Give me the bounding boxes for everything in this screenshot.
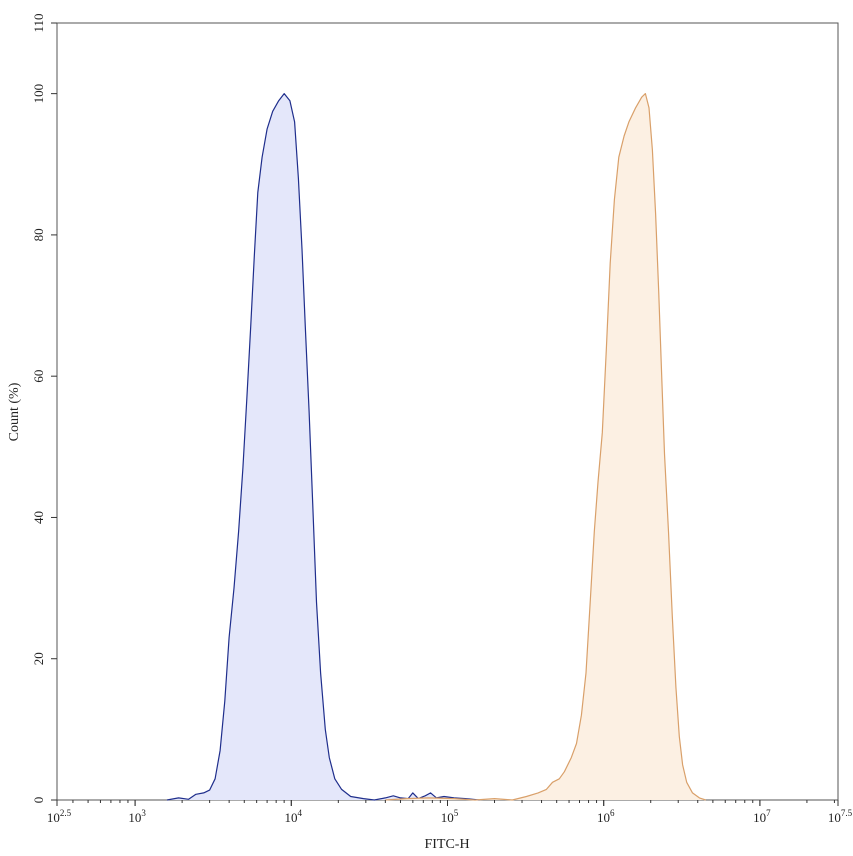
y-tick-label: 100: [31, 84, 46, 104]
x-tick-label: 104: [285, 808, 303, 825]
x-tick-label: 107.5: [828, 808, 853, 825]
y-tick-label: 40: [31, 511, 46, 524]
y-tick-label: 110: [31, 13, 46, 32]
series-2-line: [385, 93, 706, 801]
x-tick-label: 106: [597, 808, 615, 825]
plot-area: [56, 22, 839, 801]
y-axis-title: Count (%): [7, 382, 22, 441]
y-tick-label: 0: [31, 797, 46, 804]
x-tick-label: 103: [128, 808, 146, 825]
series-layer: [166, 93, 706, 801]
x-axis: 102.5 103 104 105 106 107 107.5: [47, 800, 853, 825]
series-2-fill: [385, 93, 706, 801]
series-1-line: [166, 93, 480, 801]
y-tick-label: 60: [31, 370, 46, 383]
x-tick-label: 107: [753, 808, 771, 825]
x-tick-label: 105: [441, 808, 459, 825]
x-tick-label: 102.5: [47, 808, 72, 825]
x-axis-title: FITC-H: [424, 837, 469, 852]
y-tick-label: 80: [31, 228, 46, 241]
y-tick-label: 20: [31, 652, 46, 665]
series-1-fill: [167, 93, 480, 801]
y-axis: 0 20 40 60 80 100 110: [31, 13, 57, 803]
